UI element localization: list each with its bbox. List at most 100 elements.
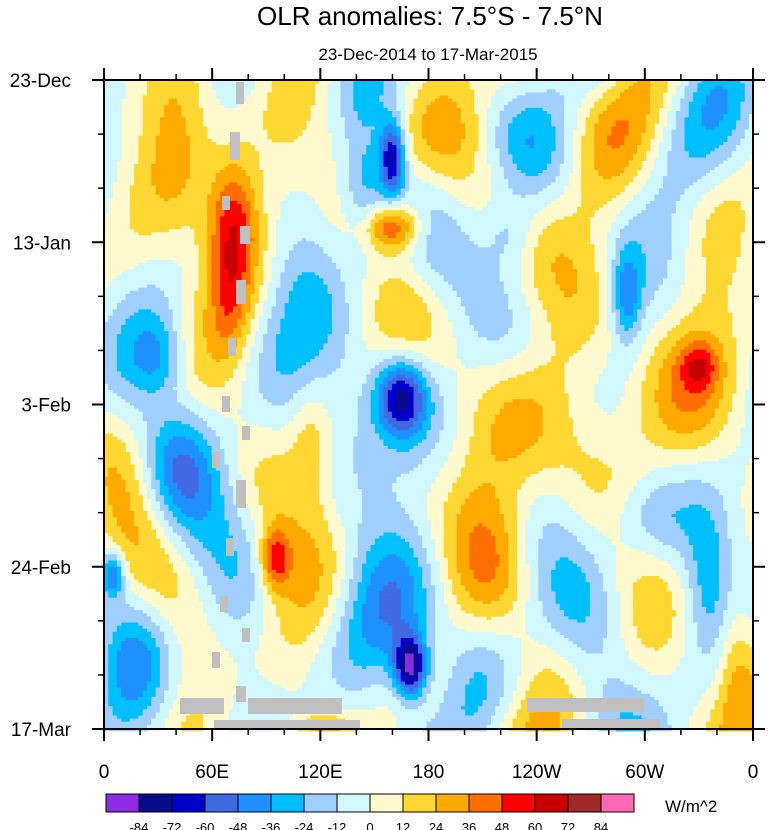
field-cell — [642, 127, 647, 130]
field-cell — [289, 92, 294, 95]
field-cell — [444, 120, 449, 123]
field-cell — [392, 111, 397, 114]
field-cell — [212, 83, 217, 86]
field-cell — [358, 117, 363, 120]
field-cell — [379, 89, 384, 92]
field-cell — [280, 96, 285, 99]
field-cell — [151, 99, 156, 102]
field-cell — [332, 108, 337, 111]
field-cell — [547, 89, 552, 92]
field-cell — [396, 92, 401, 95]
field-cell — [108, 114, 113, 117]
field-cell — [384, 127, 389, 130]
field-cell — [285, 83, 290, 86]
field-cell — [414, 130, 419, 133]
field-cell — [495, 114, 500, 117]
field-cell — [362, 108, 367, 111]
field-cell — [538, 108, 543, 111]
field-cell — [147, 130, 152, 133]
field-cell — [113, 89, 118, 92]
field-cell — [740, 111, 745, 114]
field-cell — [676, 99, 681, 102]
field-cell — [160, 108, 165, 111]
field-cell — [353, 130, 358, 133]
field-cell — [302, 105, 307, 108]
field-cell — [603, 120, 608, 123]
field-cell — [616, 108, 621, 111]
field-cell — [457, 117, 462, 120]
field-cell — [599, 123, 604, 126]
field-cell — [216, 86, 221, 89]
field-cell — [710, 120, 715, 123]
field-cell — [310, 83, 315, 86]
field-cell — [177, 130, 182, 133]
field-cell — [624, 83, 629, 86]
field-cell — [272, 120, 277, 123]
field-cell — [508, 108, 513, 111]
field-cell — [697, 86, 702, 89]
field-cell — [689, 102, 694, 105]
field-cell — [108, 123, 113, 126]
field-cell — [332, 102, 337, 105]
field-cell — [551, 89, 556, 92]
field-cell — [521, 86, 526, 89]
field-cell — [702, 96, 707, 99]
field-cell — [267, 127, 272, 130]
field-cell — [667, 127, 672, 130]
field-cell — [654, 89, 659, 92]
field-cell — [186, 83, 191, 86]
field-cell — [298, 83, 303, 86]
field-cell — [611, 114, 616, 117]
field-cell — [637, 102, 642, 105]
field-cell — [371, 111, 376, 114]
field-cell — [543, 99, 548, 102]
field-cell — [693, 123, 698, 126]
field-cell — [491, 117, 496, 120]
field-cell — [216, 96, 221, 99]
field-cell — [491, 99, 496, 102]
field-cell — [379, 96, 384, 99]
field-cell — [349, 96, 354, 99]
field-cell — [543, 108, 548, 111]
field-cell — [147, 108, 152, 111]
field-cell — [556, 130, 561, 133]
field-cell — [199, 130, 204, 133]
field-cell — [723, 130, 728, 133]
field-cell — [151, 111, 156, 114]
field-cell — [710, 102, 715, 105]
field-cell — [341, 99, 346, 102]
field-cell — [362, 105, 367, 108]
field-cell — [551, 130, 556, 133]
field-cell — [465, 86, 470, 89]
field-cell — [564, 102, 569, 105]
field-cell — [147, 114, 152, 117]
field-cell — [710, 117, 715, 120]
field-cell — [534, 130, 539, 133]
field-cell — [366, 117, 371, 120]
field-cell — [551, 86, 556, 89]
field-cell — [435, 117, 440, 120]
field-cell — [560, 96, 565, 99]
field-cell — [680, 96, 685, 99]
field-cell — [160, 123, 165, 126]
field-cell — [629, 111, 634, 114]
field-cell — [560, 83, 565, 86]
field-cell — [728, 105, 733, 108]
field-cell — [173, 123, 178, 126]
field-cell — [710, 99, 715, 102]
field-cell — [186, 99, 191, 102]
field-cell — [181, 99, 186, 102]
field-cell — [444, 117, 449, 120]
field-cell — [224, 83, 229, 86]
field-cell — [607, 96, 612, 99]
field-cell — [491, 96, 496, 99]
field-cell — [169, 105, 174, 108]
field-cell — [156, 108, 161, 111]
field-cell — [620, 120, 625, 123]
field-cell — [181, 83, 186, 86]
field-cell — [732, 120, 737, 123]
field-cell — [603, 117, 608, 120]
field-cell — [190, 86, 195, 89]
field-cell — [276, 111, 281, 114]
field-cell — [697, 114, 702, 117]
